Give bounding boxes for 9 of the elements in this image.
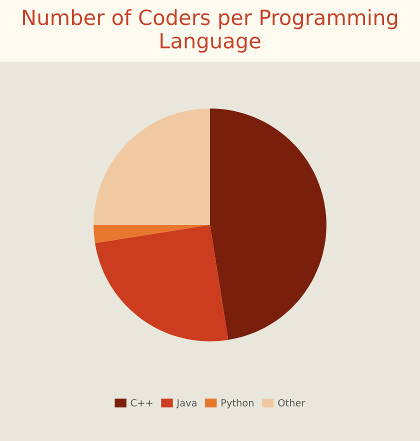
legend-label: C++ bbox=[130, 399, 152, 406]
pie-slice bbox=[94, 108, 210, 225]
legend-label: Python bbox=[222, 398, 254, 408]
chart-title: Number of Coders per Programming Language bbox=[23, 9, 398, 53]
pie-slice bbox=[210, 108, 326, 340]
legend-label: Java bbox=[176, 399, 196, 408]
pie-slice bbox=[95, 224, 228, 342]
pie-slice bbox=[94, 224, 210, 244]
legend-label: Other bbox=[278, 398, 306, 406]
